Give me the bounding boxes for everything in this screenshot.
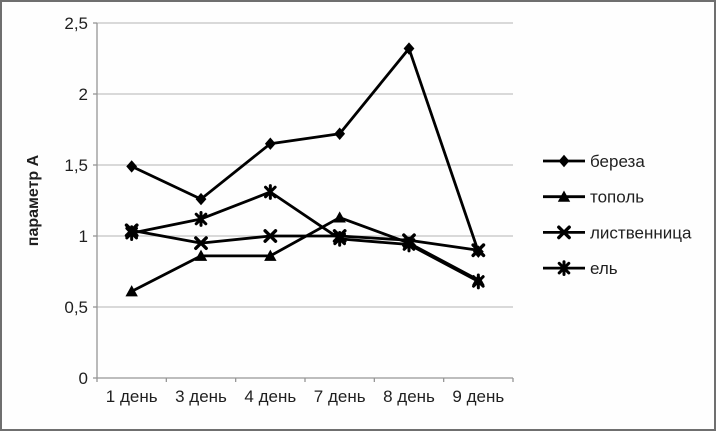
x-tick-label: 3 день bbox=[175, 387, 227, 406]
data-point-diamond bbox=[195, 192, 207, 206]
y-tick-label: 1 bbox=[79, 227, 88, 246]
x-tick-label: 1 день bbox=[106, 387, 158, 406]
data-point-diamond bbox=[403, 42, 415, 55]
data-point-asterisk bbox=[194, 212, 208, 226]
data-point-diamond bbox=[334, 127, 346, 140]
x-tick-label: 8 день bbox=[383, 387, 435, 406]
data-point-asterisk bbox=[472, 275, 485, 288]
series-line-ель bbox=[131, 190, 479, 283]
data-point-x bbox=[263, 229, 278, 243]
legend-label-береза: береза bbox=[590, 152, 645, 171]
x-tick-label: 4 день bbox=[244, 387, 296, 406]
y-tick-label: 1,5 bbox=[64, 156, 88, 175]
data-point-x bbox=[194, 236, 208, 251]
data-point-diamond bbox=[558, 154, 570, 168]
legend-label-лиственница: лиственница bbox=[590, 223, 692, 242]
data-point-asterisk bbox=[264, 185, 277, 199]
x-tick-label: 9 день bbox=[452, 387, 504, 406]
data-point-asterisk bbox=[402, 238, 416, 251]
data-point-asterisk bbox=[557, 261, 571, 275]
legend-label-ель: ель bbox=[590, 259, 618, 278]
x-tick-label: 7 день bbox=[314, 387, 366, 406]
data-point-triangle bbox=[194, 249, 208, 261]
data-point-asterisk bbox=[125, 226, 138, 240]
data-point-x bbox=[557, 225, 571, 240]
data-point-x bbox=[471, 243, 486, 258]
data-point-triangle bbox=[264, 249, 277, 261]
data-point-diamond bbox=[126, 160, 138, 173]
data-point-diamond bbox=[264, 137, 276, 150]
y-axis-title: параметр А bbox=[25, 154, 42, 246]
data-point-triangle bbox=[557, 190, 571, 202]
legend-label-тополь: тополь bbox=[590, 188, 644, 207]
data-point-asterisk bbox=[333, 232, 346, 246]
series-line-береза bbox=[131, 47, 480, 253]
data-point-triangle bbox=[333, 211, 346, 223]
y-tick-label: 0,5 bbox=[64, 298, 88, 317]
y-tick-label: 2,5 bbox=[64, 14, 88, 33]
y-tick-label: 0 bbox=[79, 369, 88, 388]
series-line-лиственница bbox=[131, 228, 479, 252]
y-tick-label: 2 bbox=[79, 85, 88, 104]
data-point-triangle bbox=[125, 285, 138, 297]
